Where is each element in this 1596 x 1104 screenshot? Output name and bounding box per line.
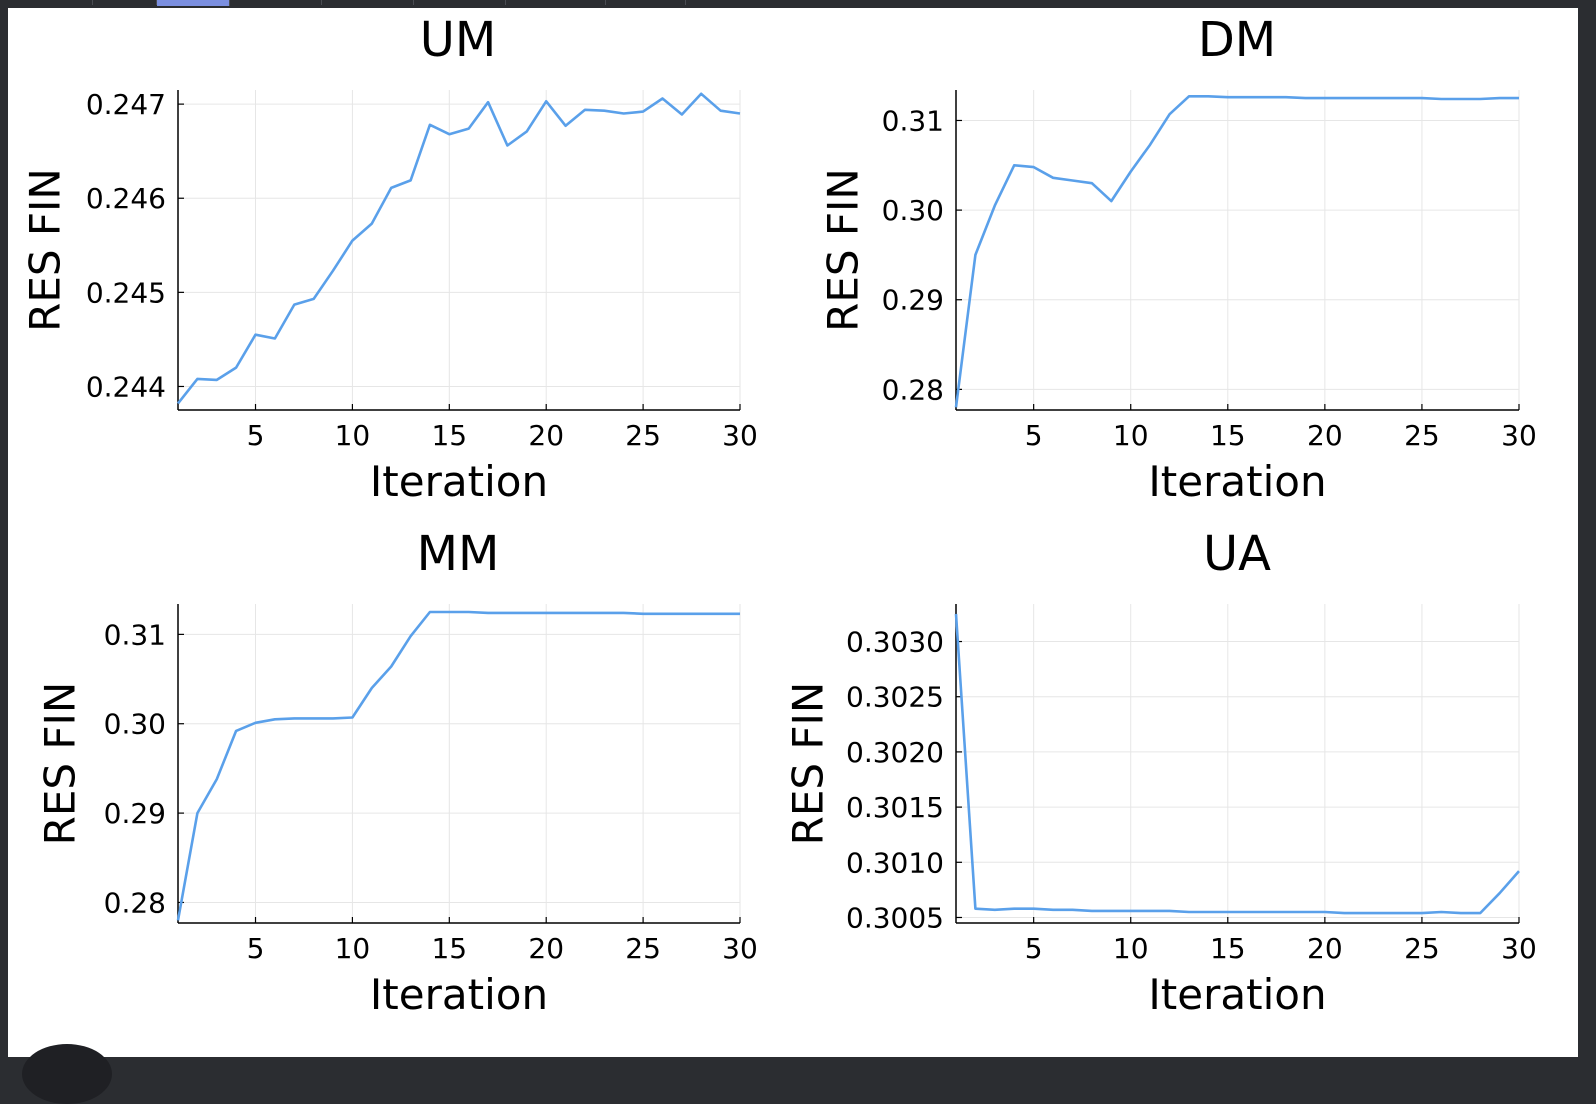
- y-tick-label: 0.29: [104, 797, 166, 830]
- x-tick-label: 5: [1025, 932, 1043, 965]
- y-tick-label: 0.28: [104, 886, 166, 919]
- x-tick-label: 25: [625, 932, 661, 965]
- figure-svg: 5 10 15 20 25 30 0.244 0.245 0.246 0.247 UM Iterati…: [21, 12, 1537, 1019]
- y-tick-label: 0.31: [882, 104, 944, 137]
- x-tick-label: 20: [528, 932, 564, 965]
- y-tick-label: 0.3005: [846, 901, 944, 934]
- y-axis-label: RES FIN: [21, 168, 70, 332]
- x-tick-label: 10: [335, 419, 371, 452]
- y-tick-label: 0.29: [882, 284, 944, 317]
- x-tick-label: 15: [431, 932, 467, 965]
- series-line: [954, 613, 1520, 915]
- tab-stub[interactable]: [321, 0, 414, 5]
- chart-title: MM: [417, 526, 500, 582]
- x-tick-label: 15: [431, 419, 467, 452]
- window-top-bar: [0, 0, 1596, 8]
- x-tick-label: 30: [722, 932, 758, 965]
- y-axis-label: RES FIN: [819, 168, 868, 332]
- x-tick-label: 25: [1404, 419, 1440, 452]
- avatar[interactable]: [22, 1044, 112, 1104]
- chart-title: UM: [420, 12, 497, 68]
- chart-title: DM: [1198, 12, 1276, 68]
- y-tick-label: 0.3030: [846, 626, 944, 659]
- y-tick-label: 0.28: [882, 373, 944, 406]
- series-line: [954, 95, 1519, 408]
- y-tick-label: 0.30: [882, 194, 944, 227]
- x-tick-label: 30: [1501, 932, 1537, 965]
- y-tick-label: 0.3020: [846, 736, 944, 769]
- x-tick-label: 20: [1307, 932, 1343, 965]
- x-tick-label: 5: [1025, 419, 1043, 452]
- x-axis-label: Iteration: [1148, 970, 1326, 1019]
- y-tick-label: 0.3025: [846, 681, 944, 714]
- y-axis-label: RES FIN: [784, 682, 833, 846]
- y-tick-label: 0.30: [104, 708, 166, 741]
- y-tick-label: 0.246: [86, 182, 166, 215]
- x-axis-label: Iteration: [1148, 457, 1326, 506]
- figure-canvas: 5 10 15 20 25 30 0.244 0.245 0.246 0.247 UM Iterati…: [8, 8, 1578, 1057]
- y-tick-label: 0.244: [86, 370, 166, 403]
- tab-stub[interactable]: [0, 0, 93, 5]
- chart-title: UA: [1203, 526, 1271, 582]
- x-tick-label: 20: [528, 419, 564, 452]
- y-tick-label: 0.31: [104, 618, 166, 651]
- x-tick-label: 10: [1113, 419, 1149, 452]
- y-tick-label: 0.247: [86, 88, 166, 121]
- window-bottom-bar: [0, 1057, 1596, 1074]
- x-axis-label: Iteration: [370, 970, 548, 1019]
- tab-stub[interactable]: [505, 0, 606, 5]
- x-tick-label: 10: [335, 932, 371, 965]
- y-axis-label: RES FIN: [36, 682, 85, 846]
- tab-stub[interactable]: [413, 0, 506, 5]
- x-tick-label: 5: [247, 932, 265, 965]
- y-tick-label: 0.3010: [846, 846, 944, 879]
- tab-stub[interactable]: [92, 0, 157, 5]
- x-tick-label: 25: [1404, 932, 1440, 965]
- tab-stub-active[interactable]: [157, 0, 230, 6]
- x-axis-label: Iteration: [370, 457, 548, 506]
- series-line: [176, 610, 740, 921]
- y-tick-label: 0.245: [86, 276, 166, 309]
- x-tick-label: 5: [247, 419, 265, 452]
- y-tick-label: 0.3015: [846, 791, 944, 824]
- series-line: [176, 92, 741, 405]
- tab-stub[interactable]: [605, 0, 686, 5]
- tab-stub[interactable]: [229, 0, 322, 5]
- x-tick-label: 10: [1113, 932, 1149, 965]
- x-tick-label: 30: [1501, 419, 1537, 452]
- x-tick-label: 25: [625, 419, 661, 452]
- x-tick-label: 15: [1210, 932, 1246, 965]
- x-tick-label: 15: [1210, 419, 1246, 452]
- x-tick-label: 30: [722, 419, 758, 452]
- x-tick-label: 20: [1307, 419, 1343, 452]
